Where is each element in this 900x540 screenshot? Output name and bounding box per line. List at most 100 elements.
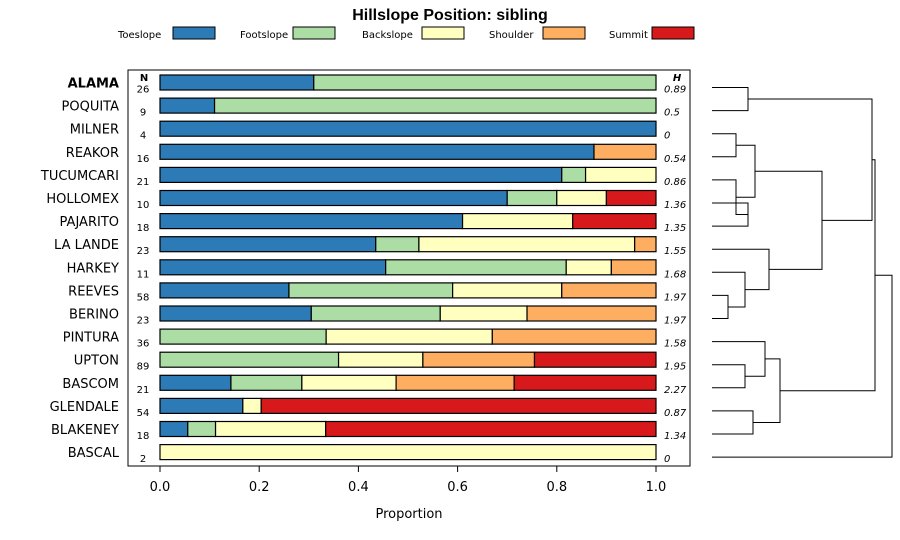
- series-label-upton: UPTON: [74, 354, 119, 369]
- row-poquita: POQUITA 9 0.5: [62, 97, 680, 119]
- row-berino: BERINO 23 1.97: [69, 305, 687, 327]
- series-label-milner: MILNER: [70, 123, 119, 138]
- series-label-harkey: HARKEY: [67, 261, 119, 276]
- series-label-bascal: BASCAL: [68, 446, 120, 461]
- bar-harkey-shoulder: [610, 259, 657, 276]
- bar-blakeney-footslope: [187, 420, 217, 438]
- bar-milner-toeslope: [159, 120, 657, 137]
- bar-hollomex-summit: [605, 189, 657, 207]
- row-tucumcari: TUCUMCARI 21 0.86: [40, 166, 686, 188]
- h-value-bascom: 2.27: [664, 385, 687, 396]
- h-header: H: [673, 73, 682, 84]
- legend-label-shoulder: Shoulder: [489, 30, 534, 41]
- n-value-upton: 89: [137, 362, 150, 373]
- n-value-reakor: 16: [137, 154, 150, 165]
- dendrogram-branch: [712, 133, 737, 158]
- legend: Toeslope Footslope Backslope Shoulder Summit: [117, 26, 695, 41]
- n-value-bascom: 21: [137, 385, 150, 396]
- row-milner: MILNER 4 0: [70, 120, 670, 142]
- bar-berino-footslope: [310, 305, 441, 322]
- bar-hollomex-toeslope: [159, 189, 508, 207]
- x-tick-label: 0.0: [150, 480, 171, 495]
- n-value-harkey: 11: [137, 269, 150, 280]
- bar-bascom-shoulder: [395, 374, 515, 391]
- h-value-hollomex: 1.36: [664, 200, 686, 211]
- series-label-blakeney: BLAKENEY: [51, 423, 119, 438]
- bar-berino-backslope: [439, 305, 528, 322]
- x-tick-label: 0.4: [348, 480, 369, 495]
- dendrogram: [712, 87, 893, 458]
- dendrogram-branch: [712, 294, 729, 319]
- bar-hollomex-backslope: [556, 189, 607, 207]
- bar-pintura-backslope: [325, 328, 493, 345]
- bar-upton-shoulder: [422, 351, 536, 368]
- n-value-hollomex: 10: [137, 200, 150, 211]
- bar-bascom-summit: [513, 374, 657, 391]
- h-value-poquita: 0.5: [664, 108, 680, 119]
- dendrogram-branch: [755, 170, 823, 270]
- n-value-pajarito: 18: [137, 223, 150, 234]
- h-value-upton: 1.95: [664, 362, 686, 373]
- dendrogram-branch: [712, 87, 749, 112]
- h-value-blakeney: 1.34: [664, 431, 686, 442]
- bar-bascom-backslope: [301, 374, 397, 391]
- dendrogram-branch: [712, 274, 893, 458]
- row-la-lande: LA LANDE 23 1.55: [54, 236, 686, 257]
- n-value-poquita: 9: [140, 108, 146, 119]
- n-header: N: [140, 73, 148, 84]
- bar-la-lande-toeslope: [159, 236, 377, 253]
- bar-reeves-backslope: [452, 282, 563, 299]
- bar-reakor-shoulder: [593, 143, 657, 160]
- series-label-berino: BERINO: [69, 308, 119, 323]
- bar-poquita-toeslope: [159, 97, 216, 114]
- n-value-milner: 4: [140, 131, 146, 142]
- bar-tucumcari-backslope: [584, 166, 657, 183]
- row-pajarito: PAJARITO 18 1.35: [60, 213, 686, 234]
- bar-glendale-summit: [260, 397, 657, 414]
- x-tick-label: 0.2: [249, 480, 270, 495]
- row-bascom: BASCOM 21 2.27: [62, 374, 687, 396]
- series-label-pintura: PINTURA: [63, 331, 119, 346]
- dendrogram-branch: [748, 98, 873, 221]
- legend-label-backslope: Backslope: [362, 30, 413, 41]
- bar-pintura-footslope: [159, 328, 327, 345]
- bar-la-lande-backslope: [418, 236, 636, 253]
- x-axis: 0.0 0.2 0.4 0.6 0.8 1.0: [150, 466, 667, 495]
- row-blakeney: BLAKENEY 18 1.34: [51, 420, 686, 442]
- bar-reeves-shoulder: [561, 282, 657, 299]
- bar-berino-shoulder: [526, 305, 657, 322]
- row-reakor: REAKOR 16 0.54: [66, 143, 686, 165]
- bar-alama-toeslope: [159, 74, 315, 91]
- bar-alama-footslope: [313, 74, 657, 91]
- row-alama: ALAMA 26 0.89: [68, 74, 686, 96]
- chart-title: Hillslope Position: sibling: [352, 7, 548, 24]
- bar-bascom-toeslope: [159, 374, 232, 391]
- bar-harkey-footslope: [385, 259, 567, 276]
- h-value-alama: 0.89: [664, 85, 686, 96]
- x-tick-label: 1.0: [646, 480, 667, 495]
- bar-pintura-shoulder: [491, 328, 657, 345]
- bar-reakor-toeslope: [159, 143, 595, 160]
- row-upton: UPTON 89 1.95: [74, 351, 686, 373]
- bar-reeves-footslope: [288, 282, 454, 299]
- h-value-glendale: 0.87: [664, 408, 687, 419]
- plot-panel: [127, 69, 691, 467]
- bar-tucumcari-toeslope: [159, 166, 563, 183]
- h-value-pintura: 1.58: [664, 339, 686, 350]
- n-value-reeves: 58: [137, 292, 150, 303]
- n-value-alama: 26: [137, 85, 150, 96]
- x-axis-title: Proportion: [375, 507, 442, 522]
- bar-harkey-backslope: [565, 259, 612, 276]
- x-tick-label: 0.6: [447, 480, 468, 495]
- n-value-bascal: 2: [140, 454, 146, 465]
- n-value-tucumcari: 21: [137, 177, 150, 188]
- dendrogram-branch: [712, 410, 754, 435]
- series-label-la-lande: LA LANDE: [54, 238, 119, 253]
- series-label-reakor: REAKOR: [66, 146, 119, 161]
- h-value-reeves: 1.97: [664, 292, 687, 303]
- legend-label-footslope: Footslope: [240, 30, 288, 41]
- bar-hollomex-footslope: [506, 189, 558, 207]
- h-value-bascal: 0: [664, 454, 670, 465]
- row-bascal: BASCAL 2 0: [68, 444, 670, 465]
